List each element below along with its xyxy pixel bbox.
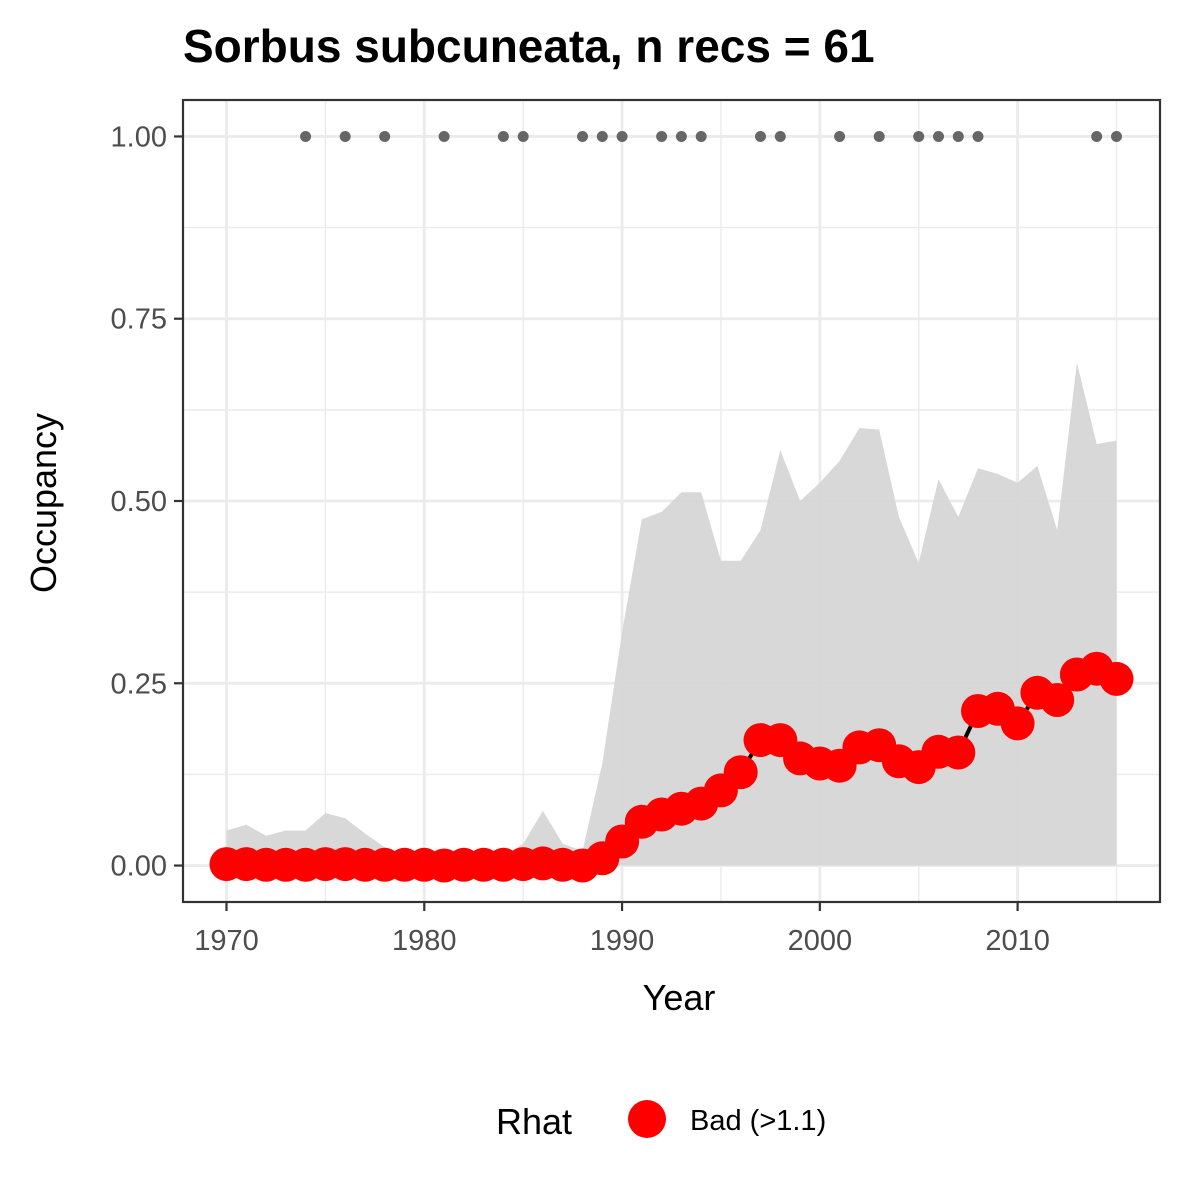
x-tick-label: 1990 [590, 925, 655, 957]
record-point [834, 131, 846, 142]
record-point [774, 131, 786, 142]
legend-label-bad: Bad (>1.1) [690, 1105, 826, 1137]
y-tick-label: 0.75 [111, 304, 167, 336]
x-tick-label: 2010 [985, 925, 1050, 957]
record-point [438, 131, 450, 142]
record-point [952, 131, 964, 142]
occupancy-points-layer [209, 651, 1134, 883]
y-tick-label: 1.00 [111, 121, 167, 153]
record-point [616, 131, 628, 142]
x-axis-title: Year [643, 977, 716, 1018]
y-tick-label: 0.00 [111, 851, 167, 883]
occupancy-point [1099, 661, 1134, 696]
record-point [300, 131, 312, 142]
record-point [873, 131, 885, 142]
legend: Rhat Bad (>1.1) [496, 1100, 826, 1142]
chart-title: Sorbus subcuneata, n recs = 61 [183, 20, 875, 72]
y-axis-title: Occupancy [23, 413, 64, 593]
x-axis: 1970 1980 1990 2000 2010 [194, 902, 1050, 957]
record-point [497, 131, 509, 142]
x-tick-label: 1970 [194, 925, 259, 957]
record-point [577, 131, 588, 142]
record-point [675, 131, 687, 142]
record-point [1091, 131, 1103, 142]
legend-key-bad [628, 1100, 666, 1138]
record-point [517, 131, 529, 142]
y-tick-label: 0.25 [111, 668, 167, 700]
record-point [379, 131, 391, 142]
x-tick-label: 1980 [392, 925, 457, 957]
occupancy-point [1000, 706, 1035, 741]
record-point [1111, 131, 1122, 142]
record-point [339, 131, 351, 142]
record-point [695, 131, 707, 142]
record-point [913, 131, 925, 142]
record-point [596, 131, 608, 142]
record-point [755, 131, 766, 142]
record-points-layer [300, 131, 1122, 142]
occupancy-point [1040, 683, 1075, 717]
record-point [656, 131, 668, 142]
record-point [972, 131, 984, 142]
y-axis: 0.00 0.25 0.50 0.75 1.00 [111, 121, 183, 883]
y-tick-label: 0.50 [111, 486, 167, 518]
occupancy-point [723, 755, 758, 790]
record-point [933, 131, 944, 142]
occupancy-point [941, 735, 976, 770]
legend-title: Rhat [496, 1101, 572, 1142]
x-tick-label: 2000 [788, 925, 853, 957]
